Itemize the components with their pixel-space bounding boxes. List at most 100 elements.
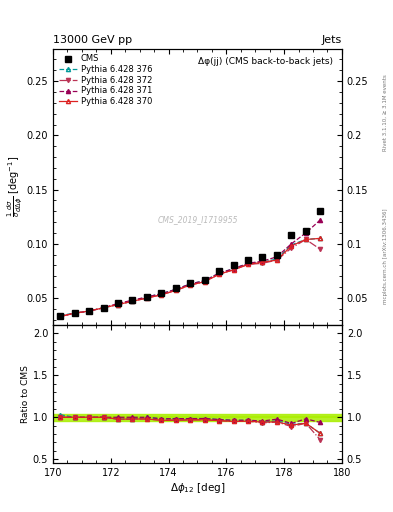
- Pythia 6.428 371: [202, 278, 207, 284]
- Pythia 6.428 372: [101, 305, 106, 311]
- Line: Pythia 6.428 370: Pythia 6.428 370: [58, 237, 322, 318]
- X-axis label: $\Delta\phi_{12}$ [deg]: $\Delta\phi_{12}$ [deg]: [170, 481, 225, 495]
- CMS: [145, 294, 149, 300]
- Pythia 6.428 371: [188, 281, 193, 287]
- Pythia 6.428 376: [303, 237, 308, 243]
- Pythia 6.428 372: [188, 282, 193, 288]
- Pythia 6.428 372: [72, 310, 77, 316]
- Pythia 6.428 376: [116, 302, 120, 308]
- Pythia 6.428 370: [58, 313, 62, 319]
- Pythia 6.428 370: [116, 302, 120, 308]
- Pythia 6.428 376: [58, 312, 62, 318]
- CMS: [87, 308, 92, 314]
- Pythia 6.428 371: [217, 270, 222, 276]
- Pythia 6.428 370: [318, 236, 323, 242]
- Pythia 6.428 371: [72, 310, 77, 316]
- Pythia 6.428 371: [289, 241, 294, 247]
- Pythia 6.428 372: [159, 292, 164, 298]
- Text: Rivet 3.1.10, ≥ 3.1M events: Rivet 3.1.10, ≥ 3.1M events: [383, 74, 387, 151]
- CMS: [188, 280, 193, 286]
- CMS: [72, 310, 77, 316]
- Pythia 6.428 376: [231, 266, 236, 272]
- Pythia 6.428 372: [289, 245, 294, 251]
- Pythia 6.428 370: [173, 287, 178, 293]
- CMS: [101, 305, 106, 311]
- Pythia 6.428 370: [72, 310, 77, 316]
- CMS: [116, 301, 120, 307]
- Pythia 6.428 372: [231, 267, 236, 273]
- Pythia 6.428 370: [289, 243, 294, 249]
- Pythia 6.428 371: [303, 230, 308, 236]
- Pythia 6.428 372: [202, 279, 207, 285]
- Pythia 6.428 370: [130, 298, 135, 304]
- Pythia 6.428 370: [260, 259, 265, 265]
- Pythia 6.428 376: [275, 256, 279, 262]
- Pythia 6.428 370: [275, 257, 279, 263]
- Pythia 6.428 370: [188, 282, 193, 288]
- Pythia 6.428 376: [217, 270, 222, 276]
- Pythia 6.428 370: [202, 279, 207, 285]
- Pythia 6.428 370: [217, 271, 222, 277]
- Pythia 6.428 371: [116, 301, 120, 307]
- Pythia 6.428 370: [145, 295, 149, 301]
- CMS: [246, 257, 250, 263]
- CMS: [58, 313, 62, 319]
- Pythia 6.428 370: [246, 261, 250, 267]
- Pythia 6.428 372: [217, 271, 222, 277]
- Line: Pythia 6.428 376: Pythia 6.428 376: [58, 237, 322, 317]
- Pythia 6.428 372: [58, 313, 62, 319]
- CMS: [275, 251, 279, 258]
- Pythia 6.428 371: [260, 258, 265, 264]
- Pythia 6.428 376: [72, 310, 77, 316]
- Pythia 6.428 376: [159, 291, 164, 297]
- Pythia 6.428 372: [275, 257, 279, 263]
- Pythia 6.428 372: [303, 237, 308, 243]
- Pythia 6.428 376: [188, 281, 193, 287]
- CMS: [159, 289, 164, 295]
- Pythia 6.428 371: [231, 266, 236, 272]
- Pythia 6.428 371: [246, 260, 250, 266]
- Pythia 6.428 372: [130, 298, 135, 304]
- Pythia 6.428 372: [116, 302, 120, 308]
- Text: mcplots.cern.ch [arXiv:1306.3436]: mcplots.cern.ch [arXiv:1306.3436]: [383, 208, 387, 304]
- Text: CMS_2019_I1719955: CMS_2019_I1719955: [157, 216, 238, 225]
- Pythia 6.428 376: [246, 260, 250, 266]
- Pythia 6.428 371: [87, 308, 92, 314]
- Y-axis label: $\frac{1}{\sigma}\frac{d\sigma}{d\Delta\phi}$ [deg$^{-1}$]: $\frac{1}{\sigma}\frac{d\sigma}{d\Delta\…: [5, 156, 24, 218]
- Pythia 6.428 376: [260, 259, 265, 265]
- Pythia 6.428 371: [130, 297, 135, 303]
- Y-axis label: Ratio to CMS: Ratio to CMS: [21, 365, 30, 423]
- Pythia 6.428 370: [159, 292, 164, 298]
- CMS: [202, 276, 207, 283]
- Pythia 6.428 371: [145, 294, 149, 300]
- Bar: [53, 414, 342, 421]
- CMS: [231, 263, 236, 269]
- CMS: [260, 254, 265, 260]
- CMS: [173, 285, 178, 291]
- CMS: [303, 228, 308, 234]
- Pythia 6.428 376: [145, 294, 149, 300]
- Pythia 6.428 376: [101, 305, 106, 311]
- Pythia 6.428 370: [231, 267, 236, 273]
- Pythia 6.428 376: [87, 308, 92, 314]
- CMS: [130, 297, 135, 303]
- Line: CMS: CMS: [57, 208, 323, 319]
- CMS: [289, 232, 294, 238]
- Pythia 6.428 372: [260, 260, 265, 266]
- Pythia 6.428 376: [289, 242, 294, 248]
- Pythia 6.428 372: [173, 287, 178, 293]
- Pythia 6.428 372: [87, 308, 92, 314]
- Pythia 6.428 370: [303, 237, 308, 243]
- Pythia 6.428 371: [58, 313, 62, 319]
- Text: Δφ(jj) (CMS back-to-back jets): Δφ(jj) (CMS back-to-back jets): [198, 57, 333, 66]
- Line: Pythia 6.428 372: Pythia 6.428 372: [58, 238, 322, 318]
- Pythia 6.428 376: [318, 236, 323, 242]
- CMS: [217, 268, 222, 274]
- Legend: CMS, Pythia 6.428 376, Pythia 6.428 372, Pythia 6.428 371, Pythia 6.428 370: CMS, Pythia 6.428 376, Pythia 6.428 372,…: [57, 53, 154, 108]
- Pythia 6.428 372: [246, 261, 250, 267]
- Pythia 6.428 371: [101, 305, 106, 311]
- Pythia 6.428 371: [173, 286, 178, 292]
- Pythia 6.428 376: [130, 298, 135, 304]
- Pythia 6.428 371: [275, 254, 279, 260]
- Pythia 6.428 372: [145, 295, 149, 301]
